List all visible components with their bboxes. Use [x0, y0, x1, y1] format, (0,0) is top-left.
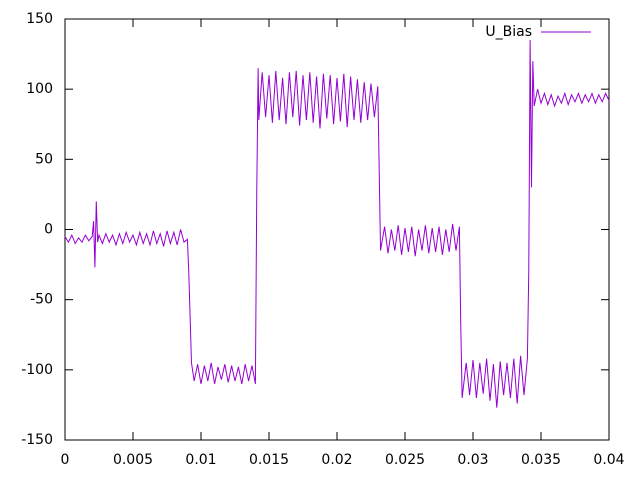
x-tick-label: 0.01 [185, 452, 216, 468]
x-tick-label: 0.03 [457, 452, 488, 468]
legend-label: U_Bias [485, 24, 532, 40]
y-tick-label: -150 [21, 432, 53, 448]
y-tick-label: 50 [35, 151, 53, 167]
y-tick-label: 100 [26, 81, 53, 97]
y-tick-label: -50 [30, 292, 53, 308]
y-tick-label: 150 [26, 11, 53, 27]
y-tick-label: -100 [21, 362, 53, 378]
x-tick-label: 0.02 [321, 452, 352, 468]
x-tick-label: 0.015 [249, 452, 289, 468]
x-tick-label: 0.035 [521, 452, 561, 468]
series-line [64, 40, 610, 408]
x-tick-label: 0.025 [385, 452, 425, 468]
x-tick-label: 0.04 [593, 452, 624, 468]
y-tick-label: 0 [44, 222, 53, 238]
x-tick-label: 0 [61, 452, 70, 468]
x-tick-label: 0.005 [113, 452, 153, 468]
